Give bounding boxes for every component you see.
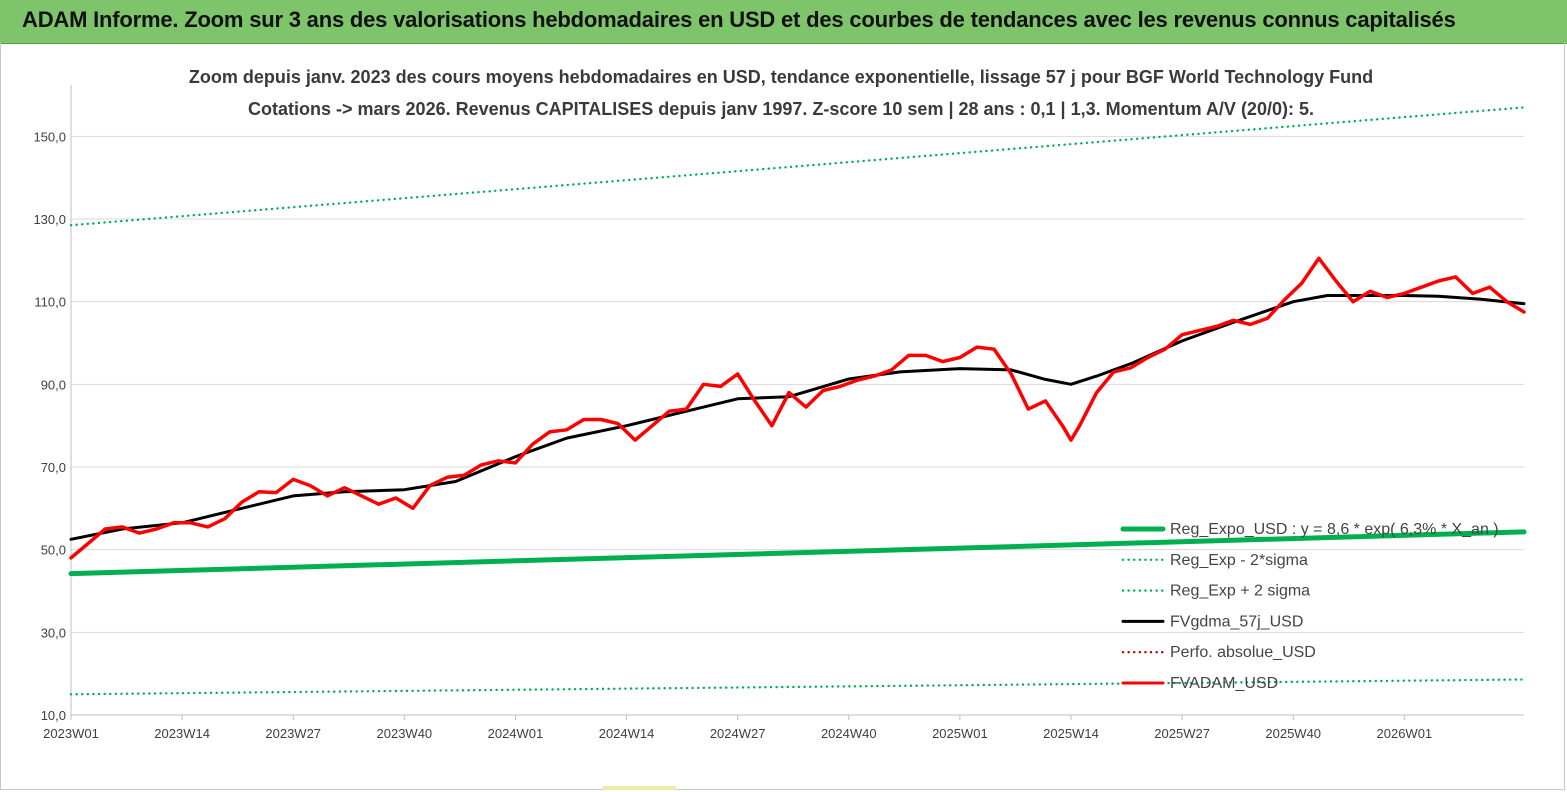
legend-label: FVgdma_57j_USD [1170, 613, 1303, 630]
reg-expo-line [68, 529, 1527, 577]
title-banner: ADAM Informe. Zoom sur 3 ans des valoris… [0, 0, 1567, 44]
x-tick-label: 2025W27 [1154, 726, 1210, 741]
reg-exp-plus-2sigma-line [69, 106, 1526, 227]
x-tick-label: 2024W14 [599, 726, 655, 741]
y-tick-label: 110,0 [34, 295, 66, 310]
reg-exp-minus-2sigma-line [69, 678, 1526, 696]
legend-label: Reg_Expo_USD : y = 8,6 * exp( 6,3% * X_a… [1170, 521, 1499, 538]
legend: Reg_Expo_USD : y = 8,6 * exp( 6,3% * X_a… [1120, 521, 1499, 692]
chart: Zoom depuis janv. 2023 des cours moyens … [33, 67, 1527, 741]
legend-label: Perfo. absolue_USD [1170, 644, 1316, 661]
x-tick-label: 2023W14 [154, 726, 210, 741]
y-tick-label: 90,0 [41, 377, 66, 392]
x-tick-label: 2026W01 [1377, 726, 1433, 741]
x-tick-label: 2023W27 [265, 726, 321, 741]
chart-title-line1: Zoom depuis janv. 2023 des cours moyens … [189, 67, 1373, 87]
x-tick-label: 2025W14 [1043, 726, 1099, 741]
page-title: ADAM Informe. Zoom sur 3 ans des valoris… [22, 7, 1456, 32]
fvgdma-57j-line [69, 294, 1526, 541]
x-tick-label: 2024W01 [488, 726, 544, 741]
x-tick-label: 2023W40 [377, 726, 433, 741]
x-tick-label: 2025W40 [1265, 726, 1321, 741]
chart-title-line2: Cotations -> mars 2026. Revenus CAPITALI… [248, 99, 1314, 119]
x-axis-ticks: 2023W01 2023W14 2023W27 2023W40 2024W01 2024W… [43, 715, 1432, 741]
y-tick-label: 130,0 [33, 212, 66, 227]
chart-frame: Zoom depuis janv. 2023 des cours moyens … [0, 43, 1565, 790]
y-axis-ticks: 10,0 30,0 50,0 70,0 90,0 110,0 130,0 150,0 [33, 129, 66, 723]
y-tick-label: 50,0 [41, 543, 66, 558]
x-tick-label: 2024W27 [710, 726, 766, 741]
x-tick-label: 2023W01 [43, 726, 99, 741]
grid-lines [70, 85, 1524, 716]
legend-label: Reg_Exp + 2 sigma [1170, 583, 1310, 600]
series-lines [68, 106, 1527, 696]
x-tick-label: 2025W01 [932, 726, 988, 741]
x-tick-label: 2024W40 [821, 726, 877, 741]
y-tick-label: 10,0 [41, 708, 66, 723]
bottom-accent [603, 786, 676, 790]
perfo-line [69, 256, 1526, 560]
legend-label: FVADAM_USD [1170, 675, 1278, 692]
y-tick-label: 30,0 [41, 625, 66, 640]
y-tick-label: 70,0 [41, 460, 66, 475]
legend-label: Reg_Exp - 2*sigma [1170, 552, 1308, 569]
y-tick-label: 150,0 [33, 129, 66, 144]
